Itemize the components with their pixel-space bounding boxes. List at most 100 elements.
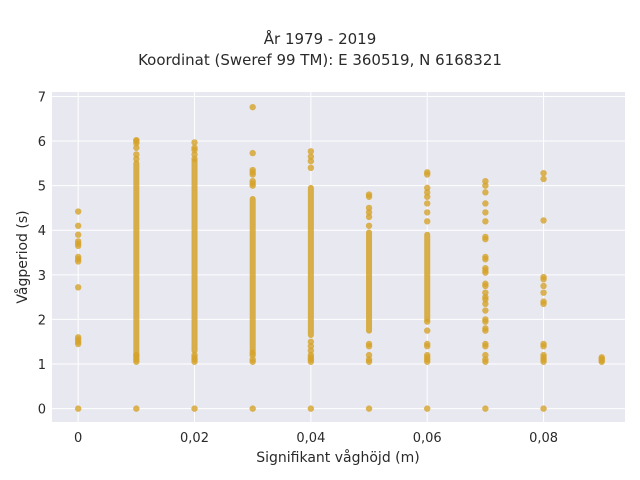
data-point	[540, 273, 547, 281]
chart-title-line-2: Koordinat (Sweref 99 TM): E 360519, N 61…	[138, 51, 502, 69]
data-point	[424, 327, 431, 334]
data-point	[365, 340, 373, 348]
data-point	[307, 347, 315, 354]
data-point	[540, 282, 547, 290]
y-tick-label: 5	[38, 180, 46, 195]
y-tick-label: 7	[38, 90, 46, 105]
data-point	[424, 405, 431, 412]
y-gridlines	[52, 95, 625, 410]
data-point	[133, 136, 140, 144]
data-point	[482, 182, 489, 189]
data-point	[74, 222, 82, 229]
y-tick-label: 3	[38, 269, 46, 284]
data-point	[482, 209, 489, 216]
data-point	[365, 213, 373, 221]
data-point	[365, 204, 373, 212]
data-point	[482, 189, 489, 196]
data-point	[365, 209, 373, 216]
data-point	[482, 356, 489, 363]
data-point	[74, 208, 82, 215]
data-point	[424, 218, 431, 225]
data-point	[365, 356, 373, 363]
x-tick-label: 0	[74, 431, 82, 446]
y-tick-label: 6	[38, 135, 46, 150]
data-point	[482, 351, 489, 359]
data-point	[365, 191, 373, 198]
y-tick-label: 0	[38, 403, 46, 418]
data-point	[424, 318, 431, 325]
data-point	[365, 222, 373, 229]
data-point	[365, 351, 373, 359]
data-point	[540, 351, 547, 359]
data-point	[191, 139, 198, 146]
data-point	[482, 253, 489, 261]
data-point-band	[307, 184, 314, 339]
data-point-band	[191, 158, 198, 354]
data-point	[482, 177, 489, 185]
data-point	[424, 200, 431, 207]
chart-title-line-1: År 1979 - 2019	[263, 30, 377, 48]
data-point	[133, 155, 140, 163]
data-point	[482, 289, 489, 296]
data-point	[424, 169, 431, 176]
data-point	[191, 351, 198, 359]
data-point	[540, 340, 547, 348]
data-point	[482, 233, 489, 241]
data-point	[74, 253, 82, 261]
data-point	[424, 340, 431, 348]
data-point	[482, 264, 489, 272]
y-tick-label: 4	[38, 224, 46, 239]
data-point	[249, 166, 256, 174]
x-tick-label: 0,04	[296, 431, 325, 446]
data-point	[482, 307, 489, 314]
data-point	[249, 103, 256, 111]
data-point	[424, 184, 431, 192]
data-point	[249, 349, 256, 357]
data-point	[74, 405, 82, 412]
data-point	[133, 351, 140, 359]
data-point	[424, 209, 431, 216]
data-point	[74, 334, 82, 341]
data-point	[540, 175, 547, 183]
data-point	[74, 238, 82, 245]
plot-area	[52, 92, 625, 422]
data-point	[249, 356, 256, 363]
x-tick-label: 0,06	[413, 431, 442, 446]
data-point	[482, 293, 489, 301]
data-point	[307, 164, 315, 172]
x-tick-label: 0,02	[180, 431, 209, 446]
x-axis-label: Signifikant våghöjd (m)	[256, 449, 419, 466]
data-point	[191, 144, 198, 151]
data-point	[307, 338, 315, 345]
data-point	[307, 351, 315, 359]
data-point	[482, 405, 489, 412]
data-point	[482, 316, 489, 323]
data-point	[424, 193, 431, 200]
data-point	[74, 231, 82, 238]
data-point	[249, 149, 256, 157]
data-point	[424, 189, 431, 196]
data-point	[191, 405, 198, 412]
data-point	[540, 405, 547, 412]
data-point	[365, 405, 373, 412]
data-point	[540, 289, 547, 296]
data-point	[133, 144, 140, 151]
data-point-band	[249, 196, 256, 354]
y-tick-label: 1	[38, 358, 46, 373]
data-point	[307, 148, 315, 155]
data-point	[191, 151, 198, 158]
data-point	[133, 151, 140, 158]
data-point-band	[424, 231, 431, 323]
data-point	[540, 169, 547, 177]
data-point	[307, 153, 315, 160]
data-point-band	[366, 229, 373, 334]
data-point	[191, 155, 198, 163]
data-point	[249, 405, 256, 412]
x-tick-labels: 0 0,02 0,04 0,06 0,08	[74, 431, 558, 446]
y-tick-labels: 0 1 2 3 4 5 6 7	[38, 90, 46, 417]
data-point	[307, 342, 315, 350]
data-point	[482, 340, 489, 348]
data-point	[307, 405, 315, 412]
